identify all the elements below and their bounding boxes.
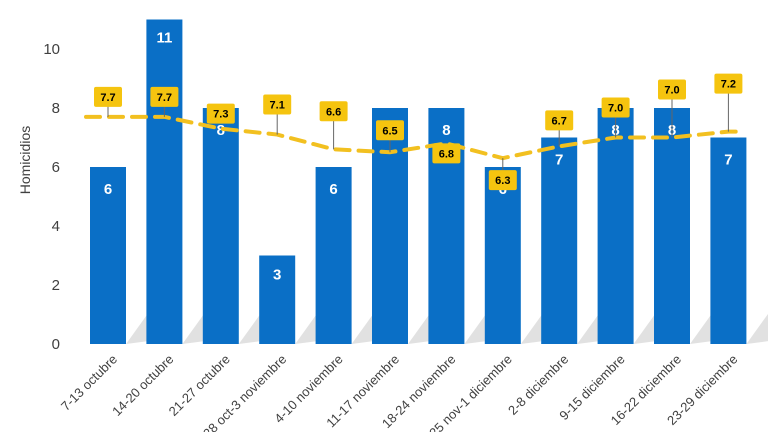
bar-value-label: 7 [555, 152, 563, 169]
bar [202, 108, 239, 344]
average-value-label: 7.7 [100, 92, 115, 104]
average-label-box [263, 94, 292, 115]
moving-average-series [84, 114, 739, 161]
average-value-label: 7.0 [608, 103, 623, 115]
bar-labels: 611836867887 [104, 30, 733, 284]
average-value-label: 7.3 [213, 109, 228, 121]
bar [259, 255, 296, 344]
average-label-box [319, 101, 348, 122]
bar [146, 19, 183, 344]
average-label-box [206, 103, 235, 124]
average-label-box [432, 143, 461, 164]
bar [484, 167, 521, 344]
average-label-box [150, 86, 179, 107]
average-label-box [94, 86, 122, 107]
bars [90, 19, 747, 344]
average-label-box [714, 73, 743, 94]
bar-value-label: 8 [442, 122, 450, 139]
bar-value-label: 3 [273, 267, 281, 284]
average-label-box [488, 170, 517, 191]
average-value-label: 7.0 [664, 85, 679, 97]
bar-value-label: 6 [329, 181, 337, 198]
y-tick-label: 2 [52, 277, 60, 294]
bar-value-label: 11 [156, 30, 172, 47]
y-tick-label: 10 [43, 41, 60, 58]
average-value-label: 7.7 [157, 92, 172, 104]
y-tick-label: 4 [52, 218, 60, 235]
x-tick-label: 7-13 octubre [58, 352, 120, 414]
average-value-label: 6.5 [382, 125, 397, 137]
bar [710, 137, 747, 344]
bar [90, 167, 126, 344]
average-value-label: 6.7 [552, 115, 567, 127]
average-label-box [658, 79, 686, 100]
bar-value-label: 6 [104, 181, 112, 198]
bar-value-label: 8 [217, 122, 225, 139]
moving-average-line [84, 114, 739, 161]
bar [654, 108, 690, 344]
average-value-label: 6.3 [495, 175, 510, 187]
average-value-label: 7.2 [721, 79, 736, 91]
average-label-box [376, 120, 404, 141]
bar [315, 167, 352, 344]
moving-average-labels: 7.7 7.7 7.3 7.1 6.6 6.5 6.8 6.3 6.7 7.0 7.0 7.2 [94, 73, 743, 191]
average-label-box [545, 110, 574, 131]
y-axis-label: Homicidios [17, 126, 33, 194]
average-value-label: 6.6 [326, 106, 341, 118]
bar-shadow [746, 313, 768, 344]
y-tick-label: 0 [52, 336, 60, 353]
average-value-label: 7.1 [270, 100, 285, 112]
y-tick-label: 8 [52, 100, 60, 117]
bar [597, 108, 634, 344]
bar [541, 137, 578, 344]
average-value-label: 6.8 [439, 148, 454, 160]
average-label-box [601, 97, 630, 118]
y-axis-ticks: 0 2 4 6 8 10 [43, 41, 60, 353]
y-tick-label: 6 [52, 159, 60, 176]
bar-value-label: 7 [724, 152, 732, 169]
